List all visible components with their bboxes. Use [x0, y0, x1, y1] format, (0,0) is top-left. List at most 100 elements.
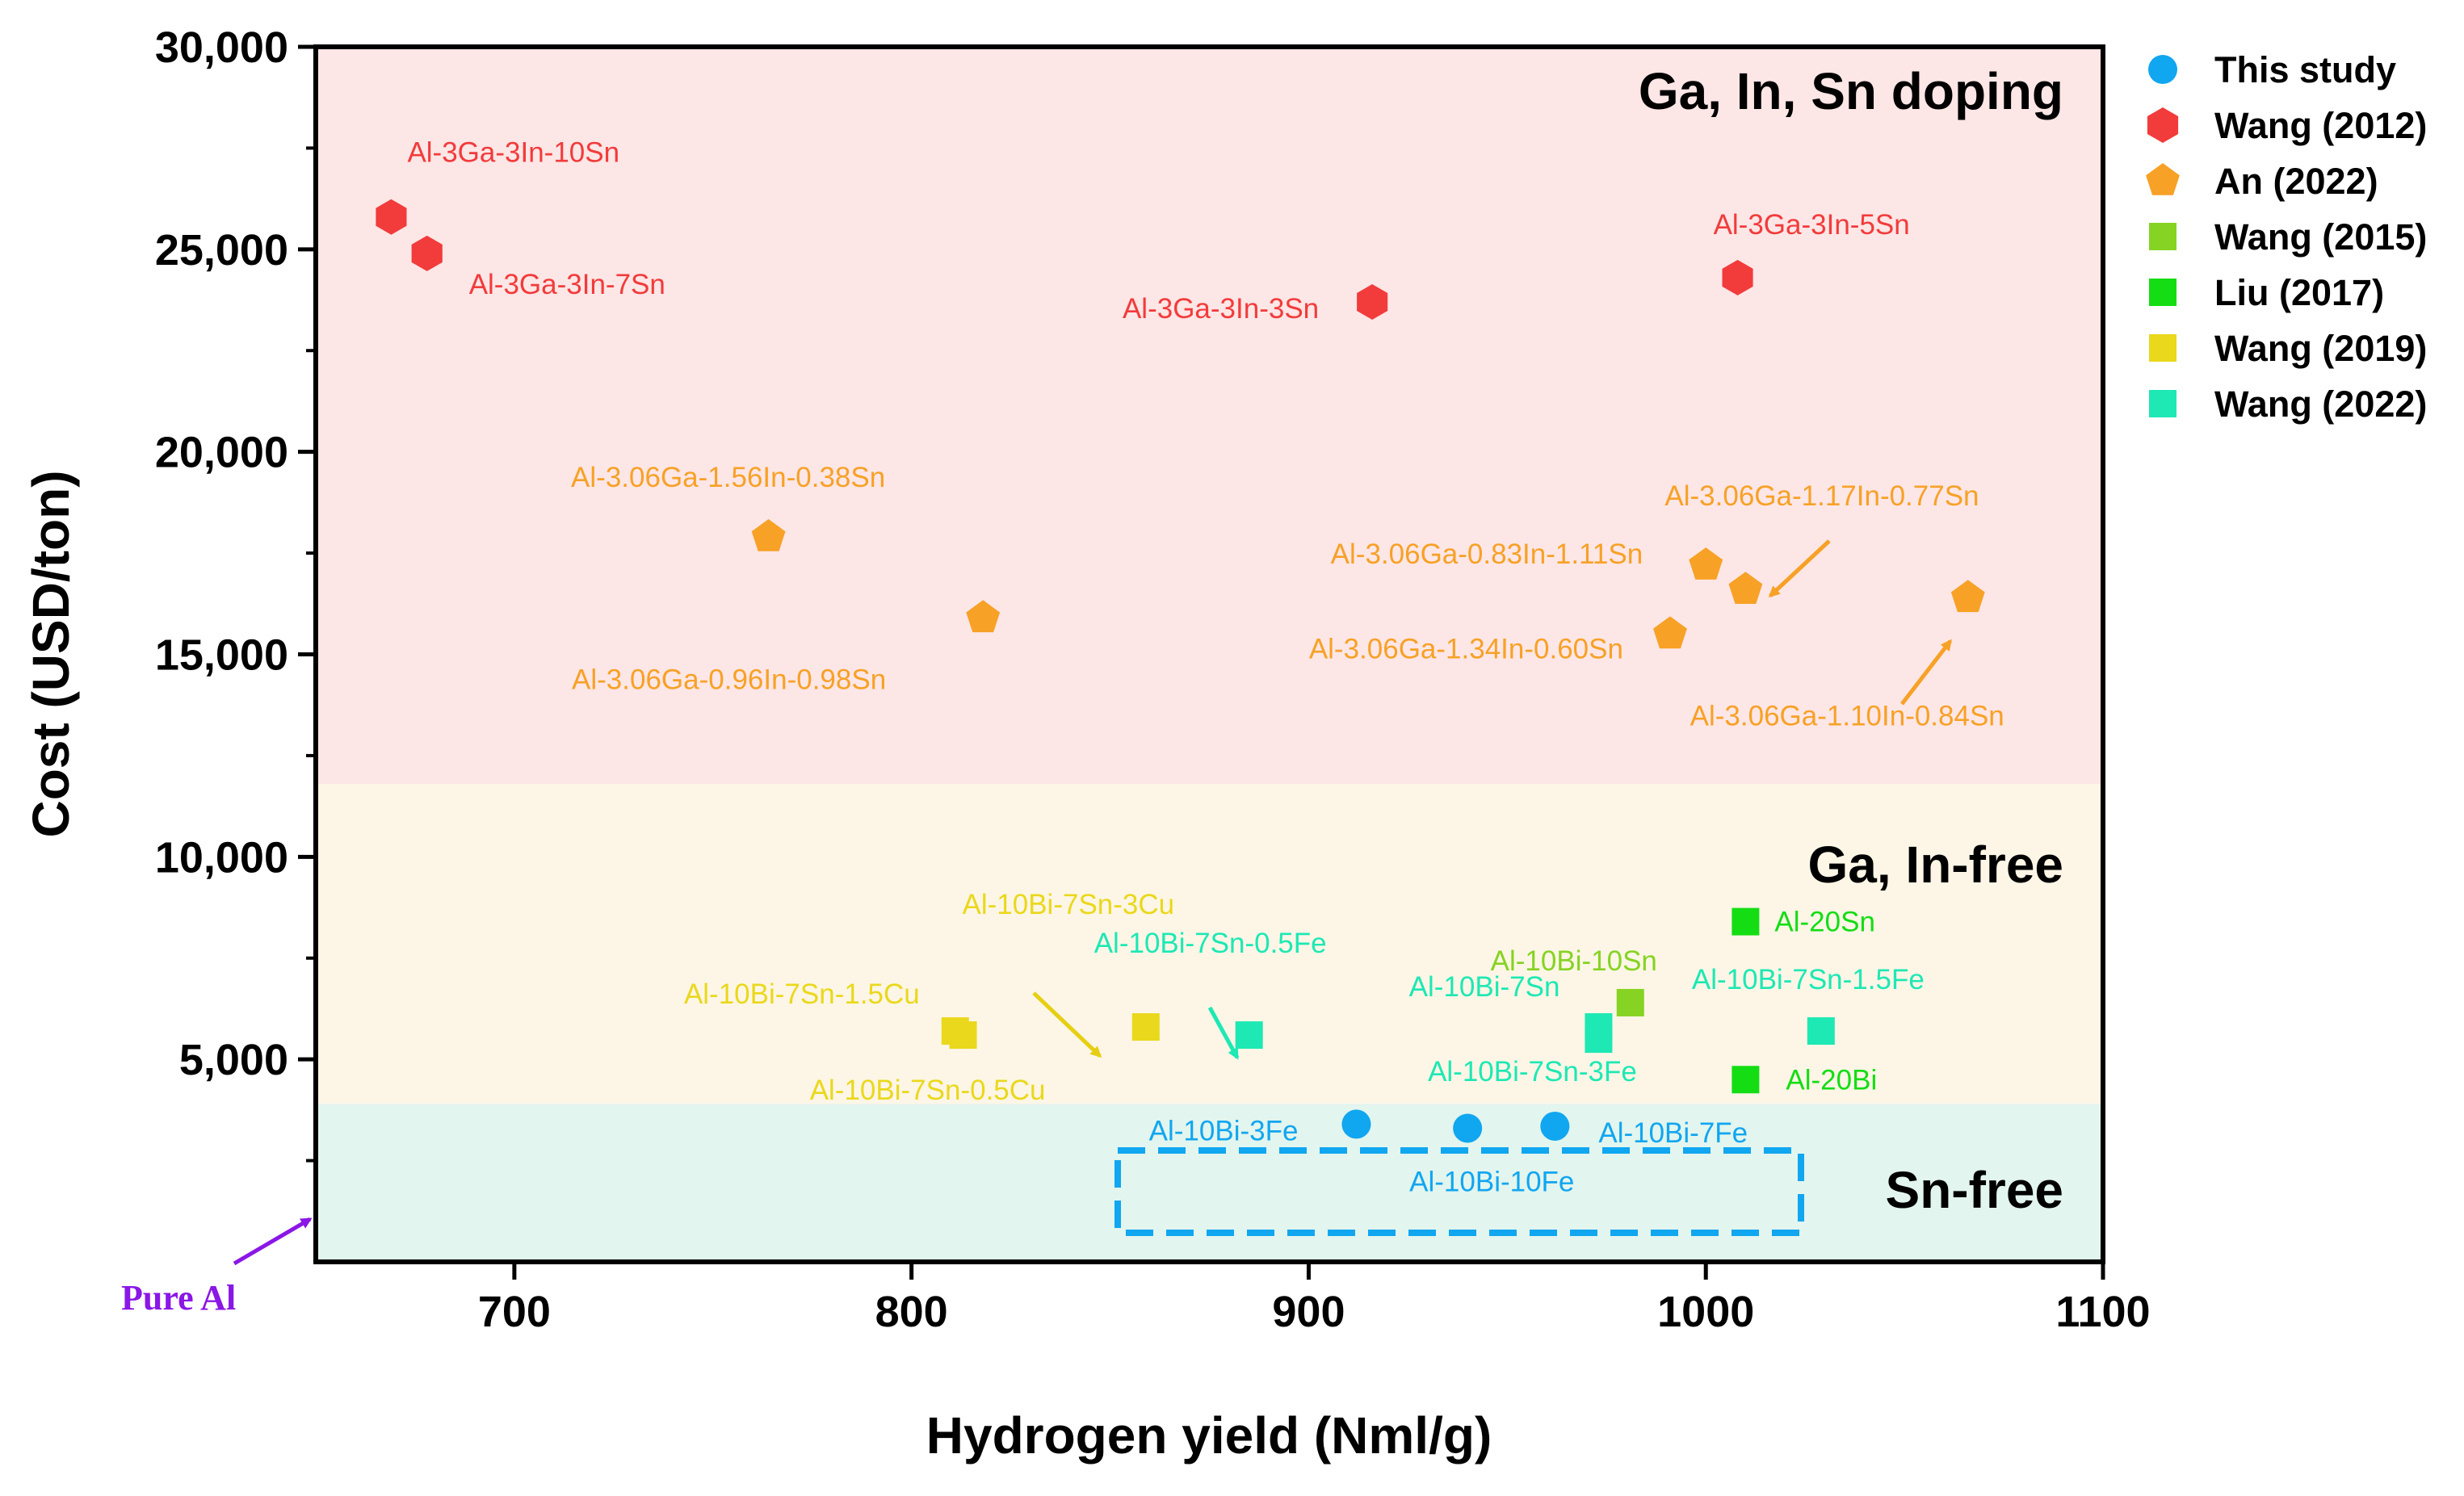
legend-label: This study — [2214, 49, 2396, 90]
region-label-ga-in-sn-doping: Ga, In, Sn doping — [1639, 62, 2063, 120]
label-al-3-06ga-1-17in-0-77sn: Al-3.06Ga-1.17In-0.77Sn — [1664, 480, 1979, 512]
legend-item-wang-2019: Wang (2019) — [2149, 328, 2427, 369]
y-axis-title: Cost (USD/ton) — [22, 470, 80, 837]
point-al-10bi-7sn-3cu — [1131, 1013, 1160, 1041]
series-an-2022 — [751, 519, 1985, 649]
legend-label: Wang (2019) — [2214, 328, 2427, 369]
legend-marker-wang-2022 — [2149, 390, 2176, 417]
y-tick-label: 10,000 — [155, 833, 288, 882]
point-al-10bi-3fe — [1341, 1109, 1371, 1139]
point-al-3-06ga-1-34in-0-60sn — [1653, 616, 1687, 649]
region-ga-in-sn-doping — [316, 47, 2103, 785]
legend-item-an-2022: An (2022) — [2146, 161, 2378, 202]
point-al-20sn — [1732, 907, 1760, 936]
label-al-3-06ga-1-34in-0-60sn: Al-3.06Ga-1.34In-0.60Sn — [1309, 633, 1623, 664]
label-al-10bi-7sn-1-5cu: Al-10Bi-7Sn-1.5Cu — [684, 978, 920, 1010]
region-labels: Ga, In, Sn doping Ga, In-free Sn-free — [1639, 62, 2063, 1219]
label-al-20sn: Al-20Sn — [1774, 907, 1875, 938]
x-axis-title: Hydrogen yield (Nml/g) — [926, 1406, 1492, 1465]
label-al-10bi-7sn: Al-10Bi-7Sn — [1409, 971, 1560, 1003]
x-tick-label: 900 — [1272, 1288, 1345, 1336]
label-al-3-06ga-1-10in-0-84sn: Al-3.06Ga-1.10In-0.84Sn — [1690, 700, 2004, 731]
arrow-al-10bi-7sn-0-5fe — [1207, 1006, 1240, 1060]
point-labels: Al-10Bi-3Fe Al-10Bi-10Fe Al-10Bi-7Fe Al-3Ga… — [407, 137, 2004, 1198]
legend-item-wang-2015: Wang (2015) — [2149, 216, 2427, 258]
label-al-3ga-3in-3sn: Al-3Ga-3In-3Sn — [1123, 293, 1319, 325]
x-tick-label: 1000 — [1657, 1288, 1754, 1336]
region-bands — [316, 47, 2103, 1262]
annotation-arrows — [233, 539, 1952, 1266]
series-wang-2012 — [376, 199, 1753, 320]
region-label-ga-in-free: Ga, In-free — [1807, 836, 2063, 894]
legend-marker-an-2022 — [2146, 163, 2180, 195]
point-al-10bi-7sn-0-5cu — [949, 1021, 977, 1050]
legend-label: Wang (2015) — [2214, 216, 2427, 258]
region-ga-in-free — [316, 784, 2103, 1104]
pure-al-label: Pure Al — [121, 1278, 236, 1318]
legend-label: An (2022) — [2214, 161, 2378, 202]
series-this-study — [1341, 1109, 1570, 1143]
legend-marker-wang-2015 — [2149, 223, 2176, 250]
arrow-pure-al — [233, 1217, 313, 1266]
point-al-10bi-7fe — [1540, 1111, 1570, 1141]
legend-item-this-study: This study — [2148, 49, 2396, 90]
point-al-10bi-7sn-3fe — [1585, 1025, 1613, 1054]
label-al-10bi-7fe: Al-10Bi-7Fe — [1598, 1117, 1748, 1149]
point-al-3ga-3in-10sn — [376, 199, 407, 235]
x-tick-label: 700 — [478, 1288, 551, 1336]
arrow-al-3-06ga-1-17in-0-77sn — [1768, 539, 1831, 598]
legend-item-wang-2022: Wang (2022) — [2149, 383, 2427, 425]
label-al-3-06ga-1-56in-0-38sn: Al-3.06Ga-1.56In-0.38Sn — [571, 462, 885, 493]
series-wang-2015 — [1616, 988, 1644, 1016]
legend-item-wang-2012: Wang (2012) — [2147, 105, 2427, 146]
arrow-al-3-06ga-1-10in-0-84sn — [1900, 639, 1952, 706]
point-al-20bi — [1732, 1066, 1760, 1094]
label-al-20bi: Al-20Bi — [1786, 1064, 1877, 1096]
y-tick-label: 5,000 — [179, 1036, 288, 1084]
label-al-3ga-3in-5sn: Al-3Ga-3In-5Sn — [1714, 209, 1910, 241]
point-al-3-06ga-1-56in-0-38sn — [751, 519, 786, 551]
point-al-3-06ga-1-17in-0-77sn — [1728, 572, 1763, 604]
y-tick-label: 25,000 — [155, 226, 288, 274]
series-liu-2017 — [1732, 907, 1760, 1094]
series-wang-2019 — [941, 1013, 1160, 1050]
label-al-10bi-10fe: Al-10Bi-10Fe — [1409, 1166, 1574, 1197]
y-tick-label: 20,000 — [155, 429, 288, 477]
arrow-al-10bi-7sn-3cu — [1032, 991, 1102, 1058]
legend-marker-wang-2012 — [2147, 107, 2179, 143]
legend-label: Liu (2017) — [2214, 272, 2384, 313]
this-study-highlight-box — [1114, 1147, 1804, 1236]
label-al-10bi-7sn-0-5cu: Al-10Bi-7Sn-0.5Cu — [810, 1075, 1046, 1106]
legend: This study Wang (2012) An (2022) Wang (2015… — [2146, 49, 2427, 425]
point-al-10bi-10sn — [1616, 988, 1644, 1016]
point-al-3-06ga-0-96in-0-98sn — [966, 600, 1001, 633]
label-al-3-06ga-0-96in-0-98sn: Al-3.06Ga-0.96In-0.98Sn — [572, 664, 886, 695]
legend-marker-wang-2019 — [2149, 334, 2176, 362]
legend-marker-liu-2017 — [2149, 279, 2176, 306]
point-al-3ga-3in-5sn — [1722, 259, 1753, 295]
x-tick-label: 800 — [875, 1288, 948, 1336]
label-al-10bi-7sn-3cu: Al-10Bi-7Sn-3Cu — [963, 889, 1175, 920]
legend-item-liu-2017: Liu (2017) — [2149, 272, 2384, 313]
y-tick-label: 15,000 — [155, 631, 288, 680]
label-al-3-06ga-0-83in-1-11sn: Al-3.06Ga-0.83In-1.11Sn — [1331, 538, 1643, 570]
point-al-10bi-7sn-0-5fe — [1235, 1021, 1263, 1050]
data-points — [376, 199, 1985, 1143]
point-al-3ga-3in-3sn — [1357, 284, 1388, 320]
point-al-3ga-3in-7sn — [411, 235, 443, 271]
series-wang-2022 — [1235, 1013, 1835, 1054]
label-al-10bi-7sn-1-5fe: Al-10Bi-7Sn-1.5Fe — [1692, 964, 1925, 995]
point-al-10bi-7sn-1-5fe — [1807, 1017, 1835, 1046]
label-al-10bi-7sn-3fe: Al-10Bi-7Sn-3Fe — [1428, 1056, 1637, 1087]
label-al-10bi-10sn: Al-10Bi-10Sn — [1491, 945, 1657, 977]
label-al-3ga-3in-7sn: Al-3Ga-3In-7Sn — [469, 269, 665, 300]
label-al-3ga-3in-10sn: Al-3Ga-3In-10Sn — [407, 137, 619, 169]
point-al-3-06ga-0-83in-1-11sn — [1689, 547, 1723, 580]
label-al-10bi-3fe: Al-10Bi-3Fe — [1149, 1115, 1299, 1146]
point-al-3-06ga-1-10in-0-84sn — [1950, 580, 1985, 613]
label-al-10bi-7sn-0-5fe: Al-10Bi-7Sn-0.5Fe — [1094, 928, 1327, 959]
region-label-sn-free: Sn-free — [1886, 1161, 2064, 1219]
point-al-10bi-10fe — [1453, 1113, 1483, 1143]
y-tick-label: 30,000 — [155, 23, 288, 72]
